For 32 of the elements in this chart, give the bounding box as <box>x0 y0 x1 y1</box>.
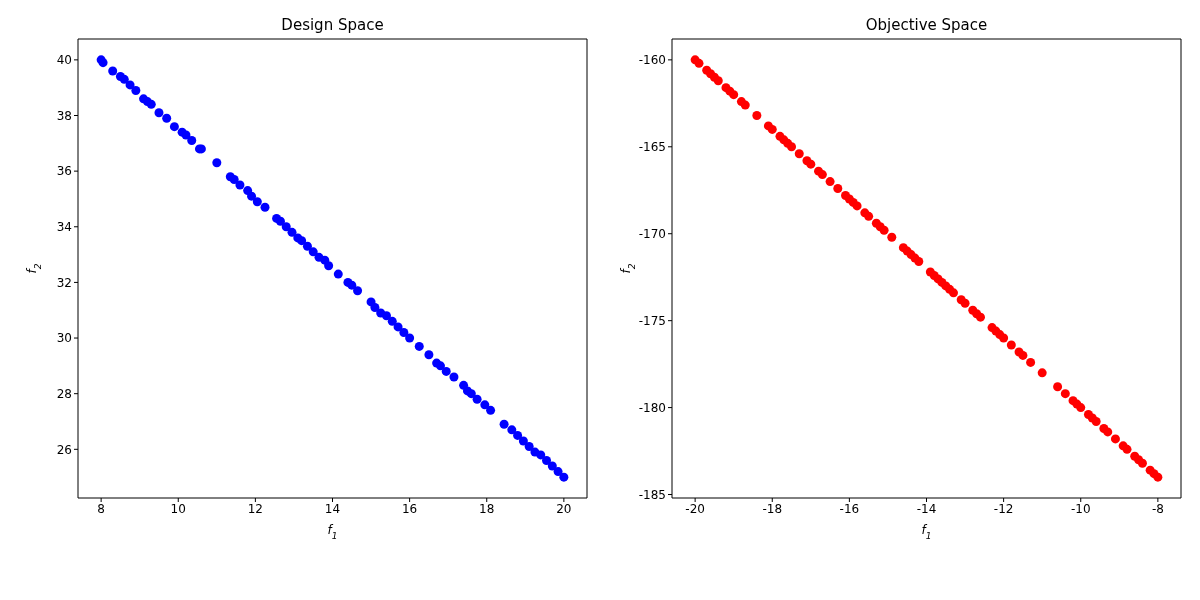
y-tick-label: -170 <box>638 226 666 241</box>
x-tick-label: 20 <box>556 501 572 516</box>
x-tick-label: -20 <box>685 501 705 516</box>
x-tick-label: -10 <box>1070 501 1091 516</box>
x-tick-label: 18 <box>479 501 495 516</box>
x-axis-title: f$_{1}$ <box>921 523 932 541</box>
chart-title: Objective Space <box>864 16 989 34</box>
x-tick-label: 10 <box>170 501 186 516</box>
y-tick-label: 30 <box>56 331 72 346</box>
x-tick-label: -8 <box>1151 501 1164 516</box>
y-tick-label: -185 <box>638 487 666 502</box>
y-tick-label: -165 <box>638 140 666 155</box>
y-tick-label: -180 <box>638 400 666 415</box>
y-tick-label: 32 <box>56 275 72 290</box>
x-tick-label: 14 <box>324 501 341 516</box>
x-tick-label: -14 <box>916 501 937 516</box>
x-axis-title: f$_{1}$ <box>327 523 338 541</box>
x-tick-label: 8 <box>97 501 105 516</box>
y-tick-label: 34 <box>56 220 72 235</box>
x-tick-label: 16 <box>401 501 418 516</box>
y-tick-label: -160 <box>638 53 666 68</box>
x-tick-label: -18 <box>762 501 783 516</box>
y-tick-label: 36 <box>56 164 72 179</box>
y-tick-label: -175 <box>638 313 666 328</box>
x-tick-label: -12 <box>993 501 1014 516</box>
y-tick-label: 28 <box>56 386 72 401</box>
y-tick-label: 38 <box>56 108 72 123</box>
x-tick-label: 12 <box>247 501 264 516</box>
y-tick-label: 26 <box>56 442 72 457</box>
x-tick-label: -16 <box>839 501 860 516</box>
chart-title: Design Space <box>280 16 385 34</box>
y-tick-label: 40 <box>56 53 72 68</box>
